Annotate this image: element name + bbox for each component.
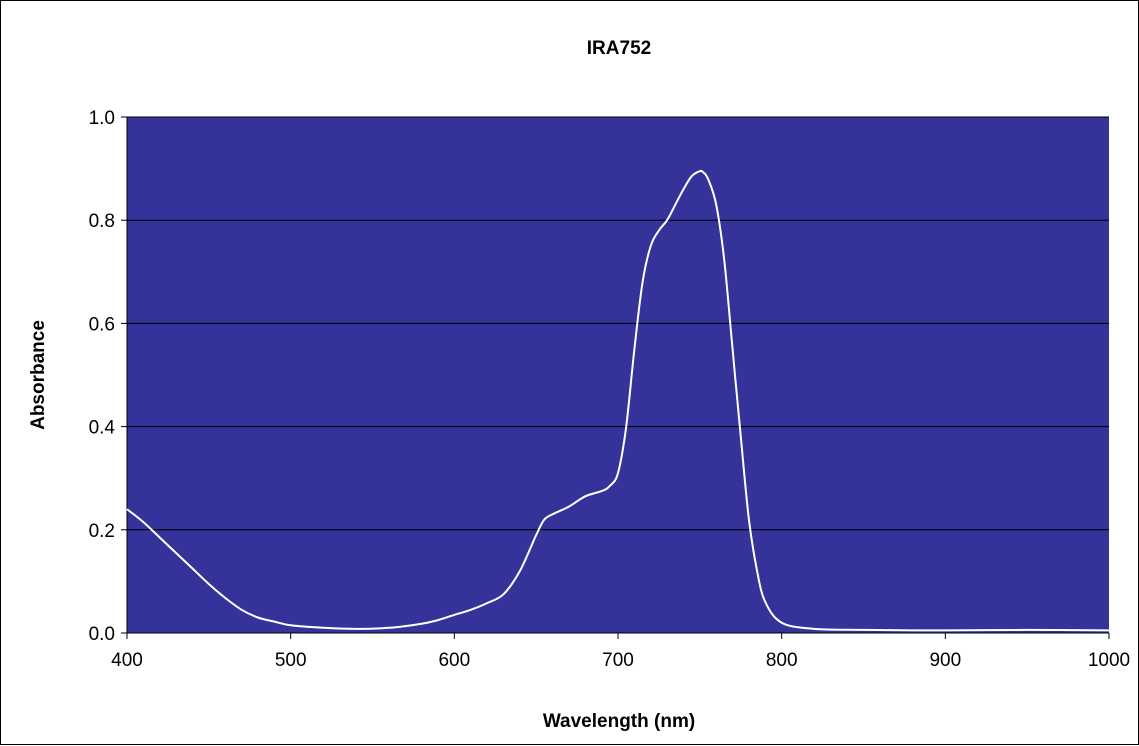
y-tick-label-5: 1.0	[89, 108, 115, 129]
x-tick-label-1: 500	[275, 650, 307, 671]
gridlines	[127, 116, 1109, 531]
x-tick-label-5: 900	[929, 650, 961, 671]
y-tick-label-1: 0.2	[89, 521, 115, 542]
y-tick-label-4: 0.8	[89, 211, 115, 232]
y-tick-label-2: 0.4	[89, 418, 116, 439]
chart-title: IRA752	[587, 38, 651, 59]
x-tick-label-0: 400	[111, 650, 143, 671]
x-axis-label: Wavelength (nm)	[543, 711, 695, 732]
x-tick-label-3: 700	[602, 650, 634, 671]
y-tick-label-3: 0.6	[89, 314, 115, 335]
y-axis-label: Absorbance	[28, 320, 49, 430]
x-tick-label-6: 1000	[1088, 650, 1130, 671]
x-tick-labels: 400 500 600 700 800 900 1000	[111, 650, 1130, 671]
absorbance-series-line	[126, 169, 1110, 632]
axes	[121, 116, 1110, 639]
x-tick-label-4: 800	[766, 650, 798, 671]
y-tick-label-0: 0.0	[89, 624, 115, 645]
plot-area	[127, 117, 1109, 633]
y-tick-labels: 0.0 0.2 0.4 0.6 0.8 1.0	[89, 108, 116, 645]
x-tick-label-2: 600	[438, 650, 470, 671]
